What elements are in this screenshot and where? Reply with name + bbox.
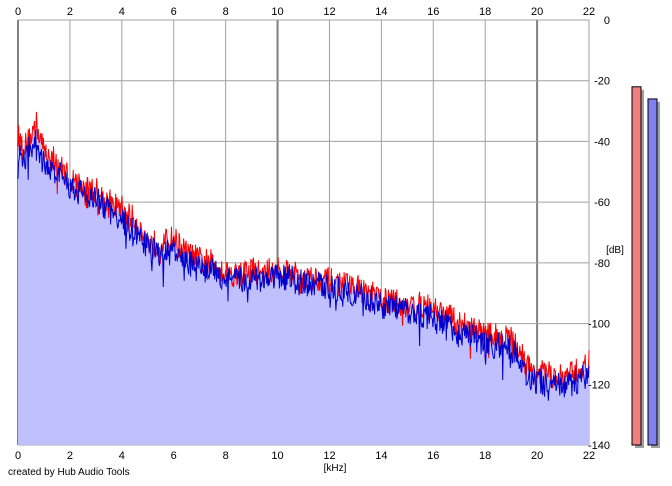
x-ticks-top: 0 2 4 6 8 10 12 14 16 18 20 22 [15,6,595,18]
right-level-meter [647,98,658,446]
x-tick-label-bottom: 2 [67,450,73,462]
x-tick-label-top: 22 [583,6,595,18]
y-axis-label: [dB] [606,245,624,256]
x-tick-label-top: 0 [15,6,21,18]
y-tick-label: -80 [594,258,610,270]
x-tick-label-bottom: 10 [271,450,283,462]
x-axis-label: [kHz] [324,463,347,474]
x-ticks-bottom: 0 2 4 6 8 10 12 14 16 18 20 22 [15,450,595,462]
x-tick-label-bottom: 6 [171,450,177,462]
x-tick-label-bottom: 8 [223,450,229,462]
x-tick-label-bottom: 18 [479,450,491,462]
x-tick-label-bottom: 12 [323,450,335,462]
x-tick-label-top: 12 [323,6,335,18]
right-channel-line [17,130,590,401]
series-lines [17,111,590,401]
x-tick-label-top: 2 [67,6,73,18]
x-tick-label-top: 10 [271,6,283,18]
x-tick-label-top: 8 [223,6,229,18]
x-tick-label-top: 14 [375,6,387,18]
x-tick-label-top: 18 [479,6,491,18]
x-tick-label-bottom: 4 [119,450,125,462]
x-tick-label-bottom: 16 [427,450,439,462]
credit-text: created by Hub Audio Tools [8,467,130,478]
level-meters [631,86,660,449]
x-tick-label-bottom: 0 [15,450,21,462]
x-tick-label-bottom: 14 [375,450,387,462]
x-tick-label-bottom: 20 [531,450,543,462]
x-tick-label-top: 16 [427,6,439,18]
x-tick-label-top: 20 [531,6,543,18]
y-tick-label: -100 [588,319,610,331]
left-channel-line [17,111,590,390]
y-ticks: 0 -20 -40 -60 -80 -100 -120 -140 [588,15,610,452]
y-tick-label: -120 [588,379,610,391]
y-tick-label: -60 [594,197,610,209]
x-tick-label-bottom: 22 [583,450,595,462]
y-tick-label: -20 [594,76,610,88]
y-tick-label: -140 [588,440,610,452]
left-level-meter [631,86,642,446]
x-tick-label-top: 4 [119,6,125,18]
y-tick-label: -40 [594,136,610,148]
y-tick-label: 0 [604,15,610,27]
x-tick-label-top: 6 [171,6,177,18]
